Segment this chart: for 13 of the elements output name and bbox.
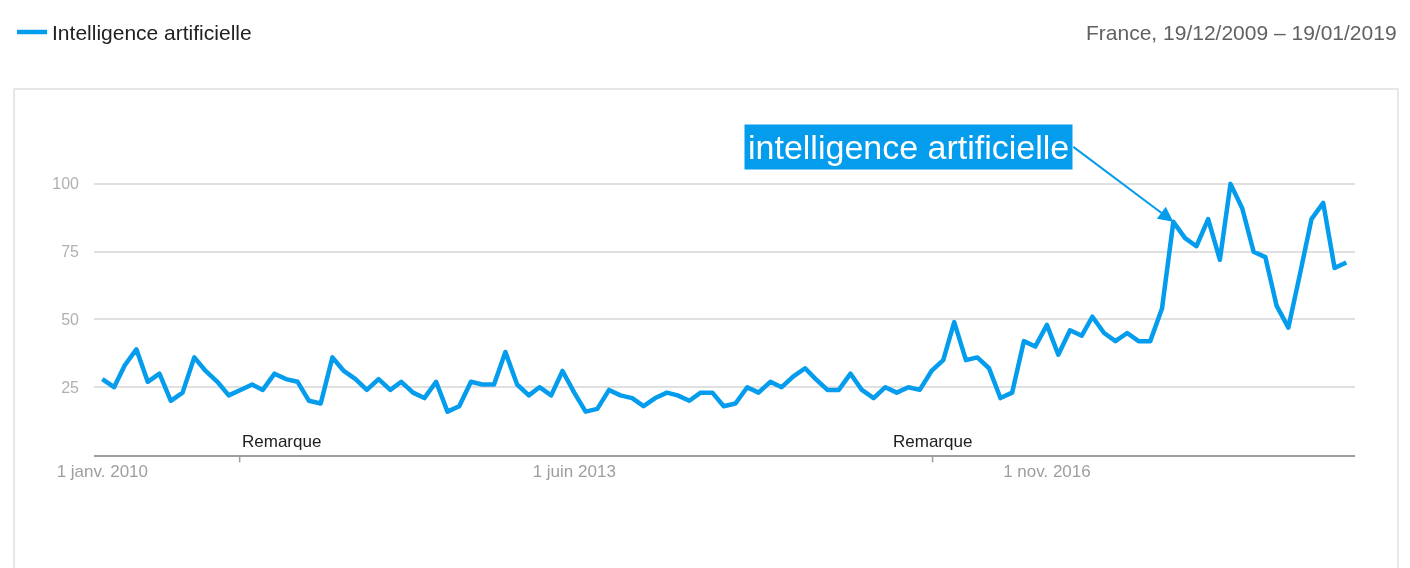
x-tick-label: 1 juin 2013	[532, 462, 616, 482]
y-tick-label: 50	[61, 311, 80, 329]
y-tick-label: 100	[52, 175, 80, 193]
x-tick-label: 1 janv. 2010	[56, 462, 149, 482]
x-tick-label: 1 nov. 2016	[1003, 462, 1091, 482]
annotation: intelligence artificielle	[748, 128, 1070, 166]
chart-subtitle: France, 19/12/2009 – 19/01/2019	[1086, 21, 1397, 44]
line-series	[100, 181, 1349, 414]
legend-label: Intelligence artificielle	[52, 21, 252, 45]
y-tick-label: 25	[61, 378, 80, 396]
y-tick-label: 75	[61, 243, 80, 261]
annotation: Remarque	[242, 432, 322, 451]
annotation: Remarque	[893, 432, 973, 451]
